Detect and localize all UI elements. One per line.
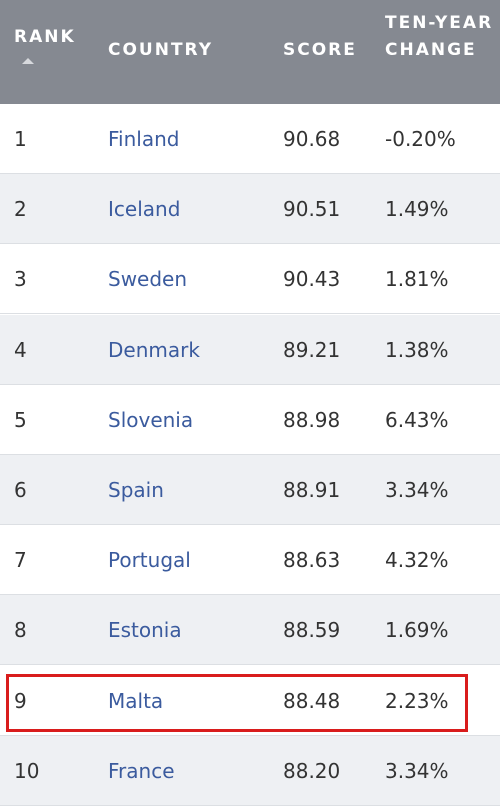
score-cell: 89.21 bbox=[283, 337, 341, 362]
country-cell[interactable]: France bbox=[108, 758, 175, 783]
table-header: RANK COUNTRY SCORE TEN-YEAR CHANGE bbox=[0, 0, 500, 104]
rank-cell: 9 bbox=[14, 688, 27, 713]
change-cell: -0.20% bbox=[385, 127, 456, 151]
change-cell: 4.32% bbox=[385, 548, 449, 573]
change-cell: 6.43% bbox=[385, 407, 449, 432]
rank-cell: 8 bbox=[14, 618, 27, 643]
country-cell[interactable]: Malta bbox=[108, 688, 164, 713]
country-cell[interactable]: Iceland bbox=[108, 197, 181, 222]
country-cell[interactable]: Estonia bbox=[108, 618, 182, 643]
score-cell: 88.91 bbox=[283, 478, 341, 502]
country-cell[interactable]: Denmark bbox=[108, 337, 200, 362]
column-header[interactable]: SCORE bbox=[283, 40, 357, 60]
score-cell: 88.48 bbox=[283, 688, 341, 713]
country-cell[interactable]: Portugal bbox=[108, 548, 191, 573]
rank-cell: 7 bbox=[14, 548, 27, 573]
change-cell: 2.23% bbox=[385, 688, 449, 713]
sort-arrow[interactable] bbox=[22, 58, 34, 64]
table-row: 10 France 88.20 3.34% bbox=[0, 735, 500, 806]
column-header[interactable]: RANK bbox=[14, 27, 76, 47]
rank-cell: 2 bbox=[14, 197, 27, 222]
table-row: 2 Iceland 90.51 1.49% bbox=[0, 174, 500, 245]
score-cell: 90.51 bbox=[283, 197, 341, 222]
change-cell: 3.34% bbox=[385, 478, 449, 502]
score-cell: 90.43 bbox=[283, 267, 341, 292]
table-row: 5 Slovenia 88.98 6.43% bbox=[0, 385, 500, 455]
table-row: 8 Estonia 88.59 1.69% bbox=[0, 595, 500, 666]
country-cell[interactable]: Slovenia bbox=[108, 407, 194, 432]
table-row: 7 Portugal 88.63 4.32% bbox=[0, 525, 500, 596]
score-cell: 88.63 bbox=[283, 548, 341, 573]
country-cell[interactable]: Sweden bbox=[108, 267, 188, 292]
score-cell: 90.68 bbox=[283, 127, 341, 151]
column-header[interactable]: COUNTRY bbox=[108, 40, 214, 60]
change-cell: 1.69% bbox=[385, 618, 449, 643]
table-row: 9 Malta 88.48 2.23% bbox=[0, 666, 500, 736]
rank-cell: 5 bbox=[14, 407, 27, 432]
score-cell: 88.98 bbox=[283, 407, 341, 432]
rank-cell: 4 bbox=[14, 337, 27, 362]
change-cell: 1.49% bbox=[385, 197, 449, 222]
table-row: 1 Finland 90.68 -0.20% bbox=[0, 104, 500, 174]
score-cell: 88.20 bbox=[283, 758, 341, 783]
country-cell[interactable]: Finland bbox=[108, 127, 180, 151]
change-cell: 3.34% bbox=[385, 758, 449, 783]
change-cell: 1.38% bbox=[385, 337, 449, 362]
rank-cell: 10 bbox=[14, 758, 40, 783]
change-cell: 1.81% bbox=[385, 267, 449, 292]
table-row: 3 Sweden 90.43 1.81% bbox=[0, 244, 500, 315]
column-header[interactable]: TEN-YEAR CHANGE bbox=[385, 13, 494, 60]
highlight-box bbox=[6, 674, 468, 732]
rank-cell: 3 bbox=[14, 267, 27, 292]
table-row: 4 Denmark 89.21 1.38% bbox=[0, 314, 500, 385]
rank-cell: 1 bbox=[14, 127, 27, 151]
country-cell[interactable]: Spain bbox=[108, 478, 164, 502]
rank-cell: 6 bbox=[14, 478, 27, 502]
table-row: 6 Spain 88.91 3.34% bbox=[0, 455, 500, 525]
score-cell: 88.59 bbox=[283, 618, 341, 643]
